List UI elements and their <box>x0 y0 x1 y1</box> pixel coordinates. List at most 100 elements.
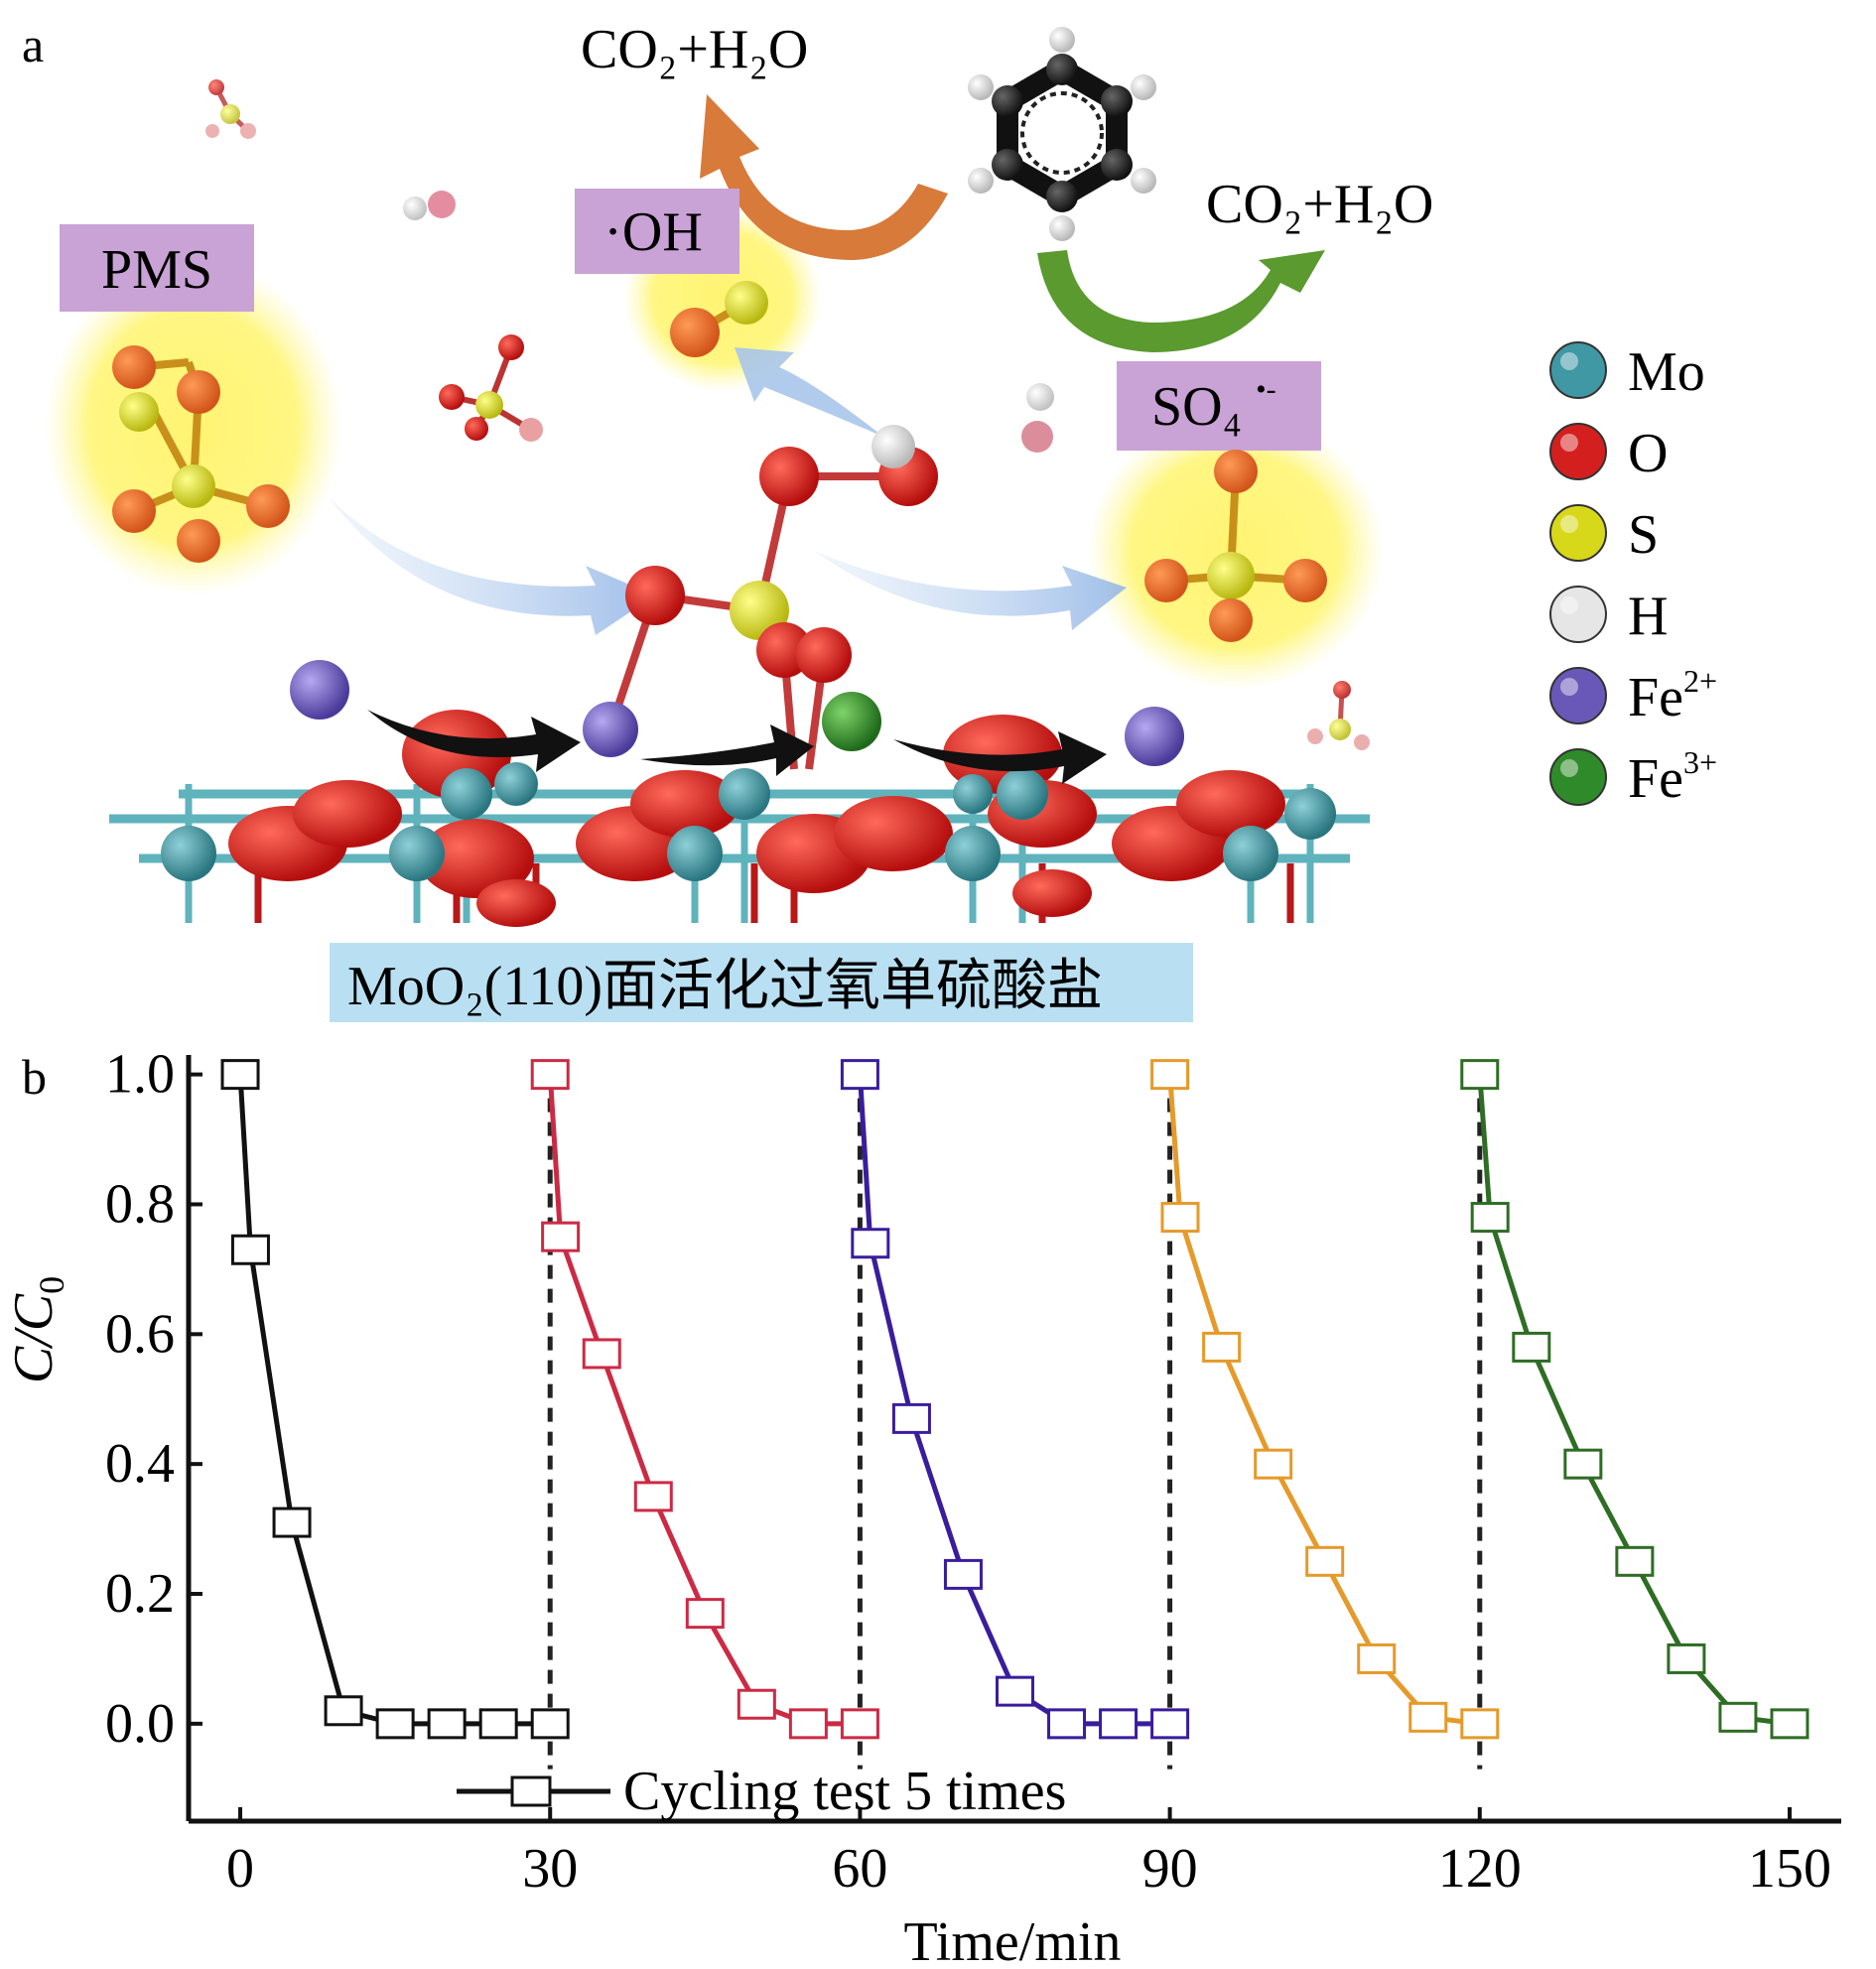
x-tick-label: 120 <box>1438 1838 1522 1900</box>
legend-charge: 3+ <box>1683 744 1717 780</box>
floating-water-1 <box>403 191 456 220</box>
data-point <box>840 1708 879 1740</box>
y-tick-label: 0.8 <box>105 1173 175 1235</box>
y-tick-label: 0.2 <box>105 1563 175 1625</box>
data-point <box>1047 1708 1087 1740</box>
data-point <box>685 1598 725 1630</box>
surface-to-so4-arrow <box>814 551 1127 630</box>
pms-label: PMS <box>101 239 212 301</box>
adsorbed-pms <box>583 425 938 770</box>
y-tick-label: 1.0 <box>105 1044 175 1106</box>
data-point <box>1150 1708 1190 1740</box>
data-point <box>530 1059 570 1091</box>
panel-b-label: b <box>22 1049 47 1105</box>
data-point <box>530 1708 570 1740</box>
pms-to-surface-arrow <box>328 496 655 635</box>
oh-degradation-arrow <box>700 94 948 260</box>
product-top-label: CO₂+H₂O <box>581 19 808 80</box>
data-point <box>1202 1331 1242 1363</box>
legend-item-label: Fe3+ <box>1628 744 1717 810</box>
product-right-label: CO₂+H₂O <box>1206 174 1433 235</box>
data-point <box>1615 1545 1655 1577</box>
atom-highlight <box>1560 434 1578 452</box>
pms-label-box <box>60 224 254 312</box>
data-point <box>1160 1202 1200 1234</box>
data-point <box>375 1708 415 1740</box>
so4-label-box <box>1117 361 1321 451</box>
surface-caption-box <box>330 943 1193 1022</box>
data-point <box>324 1695 363 1727</box>
data-point <box>1460 1059 1500 1091</box>
data-point <box>541 1221 581 1252</box>
moo2-surface-slab <box>109 710 1370 927</box>
panel-a-mechanism: a PMS ·OH <box>22 17 1717 1022</box>
data-point <box>943 1558 983 1590</box>
series-line <box>1167 1074 1481 1727</box>
fe2-atom-icon <box>1549 667 1607 724</box>
legend-label: Cycling test 5 times <box>623 1761 1066 1822</box>
fe2-ion-right <box>1125 707 1184 766</box>
so4-label: SO₄ •- <box>1151 373 1276 438</box>
data-point <box>582 1338 621 1370</box>
so4-radical-molecule <box>1144 450 1327 642</box>
series-cycle-4 <box>1150 1059 1500 1740</box>
floating-sulfate-mid <box>439 334 543 442</box>
so4-degradation-arrow <box>1037 250 1325 352</box>
legend-item-label: H <box>1628 586 1668 647</box>
data-point <box>1718 1701 1758 1733</box>
chart-series-group <box>220 1059 1809 1740</box>
series-cycle-3 <box>840 1059 1190 1740</box>
panel-a-label: a <box>22 17 44 72</box>
fe3-ion <box>822 692 881 751</box>
data-point <box>478 1708 518 1740</box>
mo-atom-icon <box>1549 341 1607 399</box>
atom-highlight <box>1560 515 1578 533</box>
data-point <box>1254 1448 1293 1480</box>
chart-legend: Cycling test 5 times <box>457 1761 1066 1822</box>
legend-element-symbol: H <box>1628 586 1668 647</box>
data-point <box>1460 1708 1500 1740</box>
atom-highlight <box>1560 352 1578 370</box>
y-tick-label: 0.4 <box>105 1433 175 1495</box>
x-tick-label: 0 <box>226 1838 254 1900</box>
oh-label: ·OH <box>603 201 703 263</box>
series-line <box>1477 1074 1791 1727</box>
surface-caption: MoO₂(110)面活化过氧单硫酸盐 <box>347 956 1103 1017</box>
series-line <box>237 1074 551 1727</box>
data-point <box>1357 1642 1397 1674</box>
data-point <box>1512 1331 1551 1363</box>
atom-highlight <box>1560 678 1578 696</box>
data-point <box>851 1228 890 1259</box>
surface-to-oh-arrow <box>735 347 883 437</box>
legend-element-symbol: Mo <box>1628 341 1705 403</box>
fe3-atom-icon <box>1549 748 1607 806</box>
oh-radical-molecule <box>670 281 768 357</box>
electron-transfer-arrows <box>367 710 1107 784</box>
benzene-molecule <box>968 27 1156 241</box>
data-point <box>427 1708 467 1740</box>
legend-item-label: S <box>1628 504 1659 566</box>
data-point <box>1667 1642 1706 1674</box>
data-point <box>230 1234 270 1265</box>
data-point <box>840 1059 879 1091</box>
cycle-divider-lines <box>547 1074 1483 1770</box>
atom-highlight <box>1560 759 1578 777</box>
floating-sulfate-small <box>205 79 256 139</box>
legend-item-label: Mo <box>1628 341 1705 403</box>
data-point <box>1150 1059 1190 1091</box>
y-tick-label: 0.6 <box>105 1303 175 1365</box>
floating-water-2 <box>1021 383 1054 453</box>
oh-label-box <box>575 189 739 274</box>
x-tick-label: 90 <box>1142 1838 1198 1900</box>
pms-molecule <box>112 345 290 563</box>
data-point <box>996 1675 1034 1707</box>
series-cycle-2 <box>530 1059 879 1740</box>
x-tick-label: 30 <box>522 1838 578 1900</box>
data-point <box>788 1708 828 1740</box>
legend-element-symbol: O <box>1628 423 1668 484</box>
legend-charge: 2+ <box>1683 663 1717 699</box>
series-line <box>857 1074 1170 1727</box>
data-point <box>737 1688 776 1720</box>
legend-item-label: Fe2+ <box>1628 663 1717 728</box>
